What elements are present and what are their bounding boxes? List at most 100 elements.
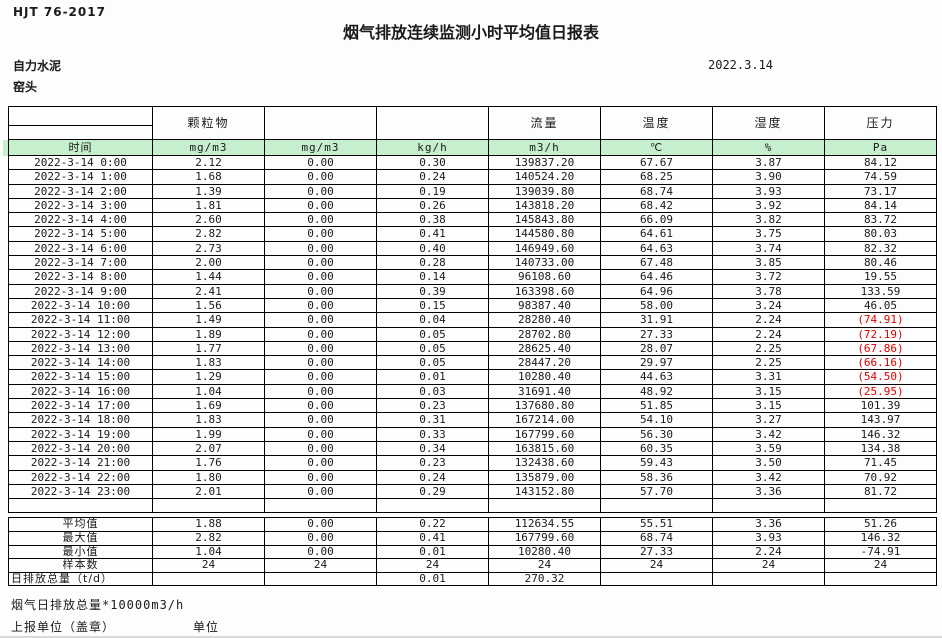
value-cell: 0.05	[376, 326, 489, 342]
value-cell: 0.00	[264, 426, 377, 442]
value-cell: 2.25	[712, 355, 825, 371]
value-cell: 134.38	[824, 440, 937, 457]
summary-value-cell: 0.00	[264, 517, 377, 533]
hourly-data-row: 2022-3-14 1:00 1.68 0.00 0.24 140524.20 68.25…	[8, 169, 937, 185]
value-cell: 140733.00	[488, 255, 601, 271]
value-cell: 84.14	[824, 197, 937, 214]
value-cell: 0.00	[264, 483, 377, 500]
hourly-data-row: 2022-3-14 3:00 1.81 0.00 0.26 143818.20 68.42…	[8, 197, 937, 214]
blank-cell	[600, 498, 713, 514]
summary-label-cell: 平均值	[8, 517, 153, 533]
green-row-overhang	[3, 140, 9, 156]
value-cell: 1.83	[152, 355, 265, 371]
value-cell: 146949.60	[488, 240, 601, 257]
value-cell: 0.31	[376, 412, 489, 428]
summary-value-cell: 3.36	[712, 517, 825, 533]
value-cell: 3.31	[712, 369, 825, 385]
value-cell: 0.34	[376, 440, 489, 457]
value-cell: 73.17	[824, 183, 937, 199]
value-cell: 70.92	[824, 469, 937, 485]
value-cell: 71.45	[824, 455, 937, 471]
value-cell: 66.09	[600, 212, 713, 228]
value-cell: (25.95)	[824, 383, 937, 400]
hourly-data-row: 2022-3-14 21:00 1.76 0.00 0.23 132438.60 59.4…	[8, 455, 937, 471]
time-cell: 2022-3-14 19:00	[8, 426, 153, 442]
value-cell: 83.72	[824, 212, 937, 228]
value-cell: 58.00	[600, 297, 713, 314]
summary-value-cell: 24	[152, 558, 265, 573]
time-cell: 2022-3-14 10:00	[8, 297, 153, 314]
value-cell: 1.44	[152, 269, 265, 285]
doc-code: HJT 76-2017	[13, 5, 106, 19]
value-cell: 3.15	[712, 398, 825, 414]
value-cell: 1.99	[152, 426, 265, 442]
column-header-flow: 流量	[488, 106, 601, 140]
hourly-data-row: 2022-3-14 20:00 2.07 0.00 0.34 163815.60 60.3…	[8, 440, 937, 457]
report-date: 2022.3.14	[708, 58, 774, 72]
hourly-data-row: 2022-3-14 18:00 1.83 0.00 0.31 167214.00 54.1…	[8, 412, 937, 428]
time-cell: 2022-3-14 13:00	[8, 340, 153, 357]
value-cell: 0.00	[264, 269, 377, 285]
value-cell: 28280.40	[488, 312, 601, 328]
value-cell: 0.00	[264, 340, 377, 357]
value-cell: 0.00	[264, 326, 377, 342]
summary-row: 日排放总量（t/d） 0.01 270.32	[8, 571, 937, 587]
time-cell: 2022-3-14 12:00	[8, 326, 153, 342]
time-cell: 2022-3-14 5:00	[8, 226, 153, 242]
blank-spacer-row	[8, 498, 937, 514]
value-cell: 0.00	[264, 383, 377, 400]
value-cell: 3.92	[712, 197, 825, 214]
value-cell: 44.63	[600, 369, 713, 385]
value-cell: 67.48	[600, 255, 713, 271]
value-cell: 64.96	[600, 283, 713, 299]
time-cell: 2022-3-14 23:00	[8, 483, 153, 500]
value-cell: 2.07	[152, 440, 265, 457]
value-cell: (72.19)	[824, 326, 937, 342]
value-cell: 28625.40	[488, 340, 601, 357]
summary-value-cell: 0.22	[376, 517, 489, 533]
time-column-header: 时间	[8, 139, 153, 156]
value-cell: 0.03	[376, 383, 489, 400]
value-cell: 0.00	[264, 369, 377, 385]
unit-m3-h: m3/h	[488, 139, 601, 156]
value-cell: 167799.60	[488, 426, 601, 442]
summary-value-cell	[264, 571, 377, 587]
value-cell: 27.33	[600, 326, 713, 342]
value-cell: 28447.20	[488, 355, 601, 371]
summary-label-cell: 日排放总量（t/d）	[8, 571, 153, 587]
value-cell: 56.30	[600, 426, 713, 442]
hourly-data-row: 2022-3-14 6:00 2.73 0.00 0.40 146949.60 64.63…	[8, 240, 937, 257]
value-cell: 3.42	[712, 469, 825, 485]
value-cell: 0.00	[264, 412, 377, 428]
summary-value-cell	[600, 571, 713, 587]
summary-value-cell: 0.01	[376, 544, 489, 560]
value-cell: 167214.00	[488, 412, 601, 428]
value-cell: (74.91)	[824, 312, 937, 328]
value-cell: 28702.80	[488, 326, 601, 342]
value-cell: 1.68	[152, 169, 265, 185]
value-cell: 143818.20	[488, 197, 601, 214]
unit-kg-h: kg/h	[376, 139, 489, 156]
value-cell: 135879.00	[488, 469, 601, 485]
summary-value-cell: 2.82	[152, 531, 265, 546]
hourly-data-row: 2022-3-14 23:00 2.01 0.00 0.29 143152.80 57.7…	[8, 483, 937, 500]
value-cell: 2.00	[152, 255, 265, 271]
time-cell: 2022-3-14 18:00	[8, 412, 153, 428]
hourly-data-row: 2022-3-14 0:00 2.12 0.00 0.30 139837.20 67.67…	[8, 154, 937, 171]
summary-value-cell: 1.04	[152, 544, 265, 560]
value-cell: 0.00	[264, 212, 377, 228]
value-cell: 1.80	[152, 469, 265, 485]
value-cell: 46.05	[824, 297, 937, 314]
hourly-data-row: 2022-3-14 16:00 1.04 0.00 0.03 31691.40 48.92…	[8, 383, 937, 400]
summary-value-cell: 24	[824, 558, 937, 573]
time-cell: 2022-3-14 9:00	[8, 283, 153, 299]
value-cell: 0.00	[264, 255, 377, 271]
value-cell: 0.30	[376, 154, 489, 171]
value-cell: 3.85	[712, 255, 825, 271]
hourly-data-row: 2022-3-14 13:00 1.77 0.00 0.05 28625.40 28.07…	[8, 340, 937, 357]
summary-row: 最小值 1.04 0.00 0.01 10280.40 27.33 2.24 -74.91	[8, 544, 937, 560]
time-cell: 2022-3-14 4:00	[8, 212, 153, 228]
time-cell: 2022-3-14 0:00	[8, 154, 153, 171]
summary-value-cell: 27.33	[600, 544, 713, 560]
blank-cell	[152, 498, 265, 514]
